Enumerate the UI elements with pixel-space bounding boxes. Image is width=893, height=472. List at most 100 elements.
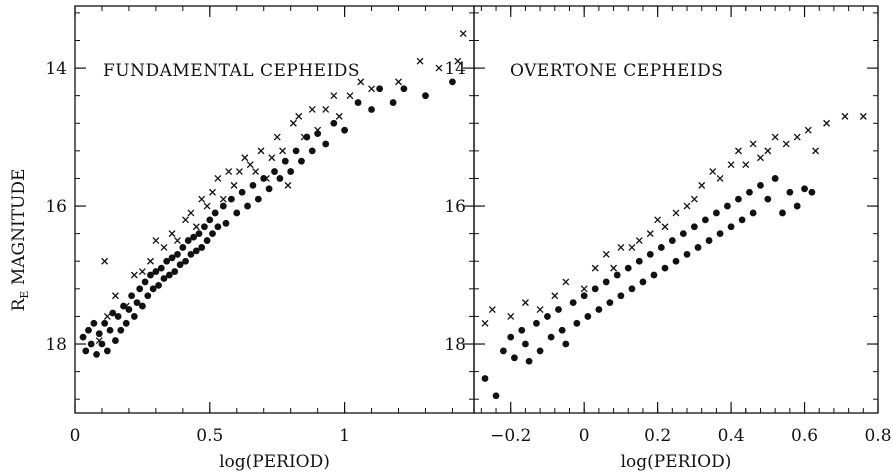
data-point-dot xyxy=(95,330,103,338)
data-point-dot xyxy=(354,99,362,106)
data-point-cross xyxy=(771,133,779,141)
data-point-dot xyxy=(536,347,544,355)
data-point-dot xyxy=(114,313,122,320)
data-point-dot xyxy=(82,347,90,355)
y-axis-label-main: R xyxy=(9,297,29,311)
data-point-dot xyxy=(389,99,397,106)
y-tick-label: 16 xyxy=(444,197,466,217)
data-point-dot xyxy=(368,106,375,113)
data-point-dot xyxy=(103,347,111,355)
data-point-dot xyxy=(595,306,603,313)
data-point-dot xyxy=(449,78,456,86)
x-tick-label: 0.2 xyxy=(644,426,671,446)
data-point-dot xyxy=(735,195,742,203)
data-point-cross xyxy=(690,195,698,203)
data-point-cross xyxy=(459,30,467,38)
data-point-dot xyxy=(184,237,192,244)
data-point-dot xyxy=(192,247,200,255)
data-point-cross xyxy=(610,264,618,272)
data-point-dot xyxy=(182,257,189,265)
data-point-cross xyxy=(742,161,750,169)
x-tick-label: 0.8 xyxy=(864,426,891,446)
data-point-cross xyxy=(683,202,691,210)
data-point-dot xyxy=(141,278,149,286)
data-point-dot xyxy=(341,126,348,134)
data-point-dot xyxy=(558,326,566,334)
data-point-cross xyxy=(716,174,724,182)
data-point-dot xyxy=(152,268,160,275)
x-tick-label: 1 xyxy=(339,426,350,446)
data-point-cross xyxy=(661,223,669,231)
data-point-cross xyxy=(435,64,443,72)
data-point-cross xyxy=(111,292,119,300)
data-point-cross xyxy=(507,312,515,320)
data-point-cross xyxy=(521,299,529,307)
data-point-cross xyxy=(734,147,742,155)
data-point-dot xyxy=(133,299,141,307)
data-point-dot xyxy=(203,237,211,244)
data-point-dot xyxy=(79,333,87,341)
data-point-dot xyxy=(376,85,384,93)
data-point-cross xyxy=(698,181,706,189)
x-tick-label: 0 xyxy=(579,426,590,446)
data-point-cross xyxy=(764,147,772,155)
data-point-cross xyxy=(214,174,222,182)
data-point-dot xyxy=(584,313,592,320)
data-point-dot xyxy=(602,278,610,286)
data-point-dot xyxy=(727,223,735,231)
data-point-dot xyxy=(157,264,165,272)
data-point-dot xyxy=(481,375,489,382)
data-point-dot xyxy=(606,299,614,307)
data-point-dot xyxy=(87,340,95,348)
data-point-cross xyxy=(368,85,376,93)
data-point-dot xyxy=(679,230,687,238)
data-point-dot xyxy=(573,319,581,327)
data-point-cross xyxy=(749,140,757,148)
data-point-cross xyxy=(152,237,160,245)
data-point-cross xyxy=(130,271,138,279)
data-point-dot xyxy=(265,185,273,193)
data-point-dot xyxy=(93,350,100,358)
data-point-cross xyxy=(268,154,276,162)
data-point-dot xyxy=(779,209,786,217)
x-axis-label: log(PERIOD) xyxy=(219,452,330,472)
data-point-cross xyxy=(279,147,287,155)
data-point-cross xyxy=(591,264,599,272)
data-point-cross xyxy=(709,168,717,176)
data-point-dot xyxy=(330,119,338,127)
data-point-dot xyxy=(206,216,214,224)
data-point-cross xyxy=(182,216,189,224)
x-tick-label: 0 xyxy=(70,426,81,446)
data-point-cross xyxy=(322,106,330,113)
data-point-dot xyxy=(144,292,152,300)
data-point-cross xyxy=(289,119,297,127)
data-point-cross xyxy=(602,250,610,258)
data-point-dot xyxy=(171,268,179,275)
data-point-cross xyxy=(230,181,238,189)
data-point-dot xyxy=(507,333,515,341)
data-point-cross xyxy=(335,112,343,120)
data-point-dot xyxy=(533,319,540,327)
data-point-cross xyxy=(395,78,402,86)
data-point-cross xyxy=(551,292,559,300)
data-point-dot xyxy=(219,202,227,210)
data-point-cross xyxy=(481,319,489,327)
data-point-dot xyxy=(174,250,181,258)
data-point-dot xyxy=(668,237,676,244)
data-point-dot xyxy=(281,157,289,165)
data-point-dot xyxy=(90,319,98,327)
data-point-dot xyxy=(801,185,808,193)
data-point-dot xyxy=(190,233,198,241)
data-point-cross xyxy=(273,133,281,141)
data-point-dot xyxy=(635,257,643,265)
data-point-cross xyxy=(654,216,662,224)
data-point-dot xyxy=(771,175,779,182)
data-point-dot xyxy=(511,354,518,362)
data-point-cross xyxy=(330,92,338,100)
data-point-dot xyxy=(125,306,133,313)
data-point-dot xyxy=(209,230,216,238)
panel-title: OVERTONE CEPHEIDS xyxy=(510,61,723,81)
data-point-cross xyxy=(225,168,233,176)
data-point-dot xyxy=(287,168,295,175)
data-point-cross xyxy=(147,257,154,265)
